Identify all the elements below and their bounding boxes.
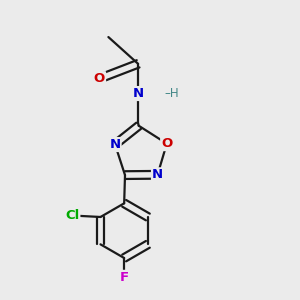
Text: –H: –H	[165, 87, 179, 100]
Text: F: F	[120, 271, 129, 284]
Text: O: O	[161, 137, 172, 150]
Text: N: N	[152, 168, 163, 181]
Text: N: N	[110, 138, 121, 151]
Text: N: N	[133, 87, 144, 100]
Text: Cl: Cl	[65, 209, 80, 222]
Text: O: O	[94, 72, 105, 85]
